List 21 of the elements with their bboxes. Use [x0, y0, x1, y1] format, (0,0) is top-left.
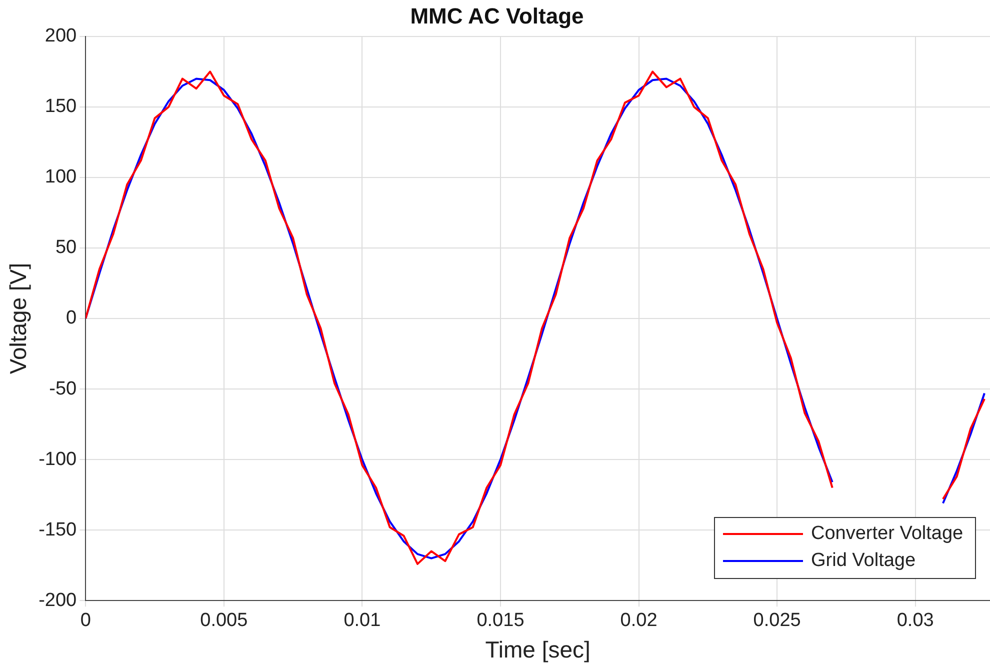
y-tick-label: 100: [44, 166, 77, 188]
y-tick-label: 200: [44, 26, 77, 47]
y-axis-title: Voltage [V]: [5, 262, 32, 374]
x-tick-label: 0.025: [753, 610, 801, 632]
y-tick-label: 150: [44, 96, 77, 118]
x-tick-label: 0.03: [896, 610, 934, 632]
y-tick-label: 50: [55, 237, 77, 258]
legend-label: Converter Voltage: [811, 523, 964, 546]
x-tick-label: 0.015: [476, 610, 524, 632]
y-tick-label: -150: [38, 519, 77, 540]
y-tick-label: -100: [38, 448, 77, 470]
y-tick-label: 0: [66, 308, 77, 329]
legend-label: Grid Voltage: [811, 550, 916, 572]
x-tick-label: 0.01: [344, 610, 381, 632]
x-tick-label: 0.02: [620, 610, 658, 632]
y-tick-label: -50: [49, 378, 77, 400]
y-tick-label: -200: [38, 590, 77, 611]
x-tick-label: 0.005: [200, 610, 248, 632]
x-axis-title: Time [sec]: [485, 636, 590, 663]
x-tick-label: 0: [80, 610, 91, 632]
chart-title: MMC AC Voltage: [410, 3, 584, 28]
